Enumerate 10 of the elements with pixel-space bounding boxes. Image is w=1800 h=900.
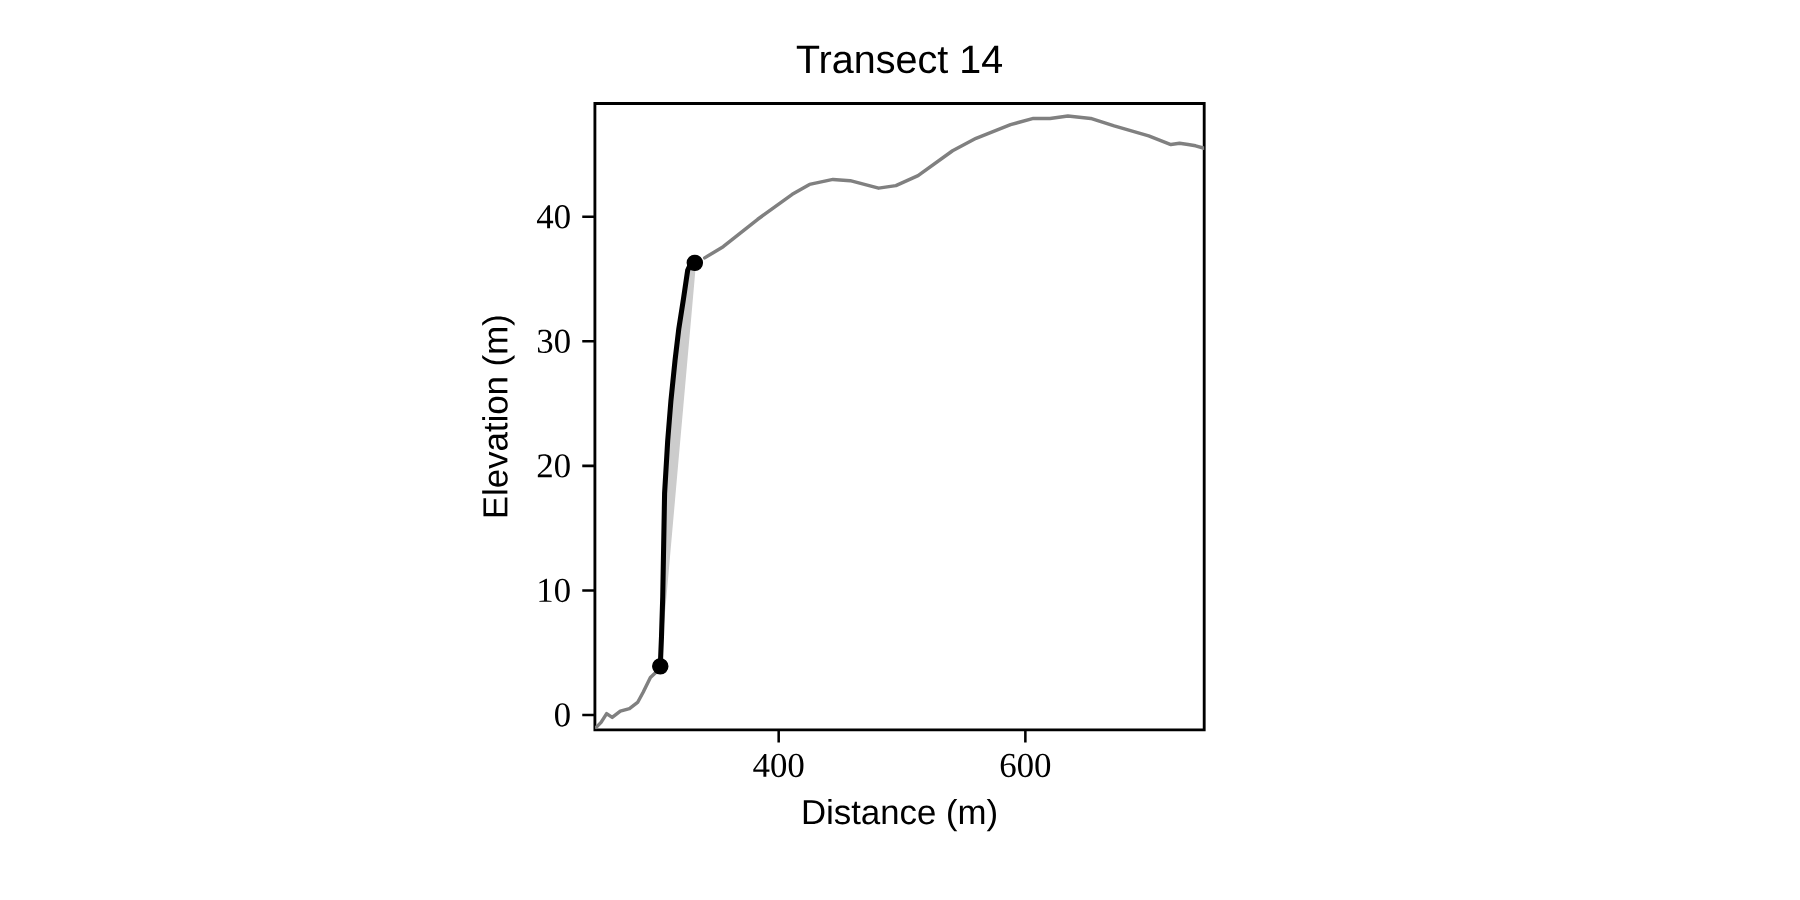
y-tick-label: 20 [537,454,570,478]
chart-title: Transect 14 [796,45,1003,74]
y-tick-label: 30 [537,329,570,354]
x-tick-label: 400 [753,753,804,778]
x-tick-label: 600 [1000,753,1051,778]
y-tick-label: 0 [555,703,570,727]
x-axis-title: Distance (m) [803,798,996,832]
y-axis-title: Elevation (m) [482,316,515,517]
y-tick-label: 40 [536,205,570,229]
y-tick-label: 10 [539,578,570,603]
